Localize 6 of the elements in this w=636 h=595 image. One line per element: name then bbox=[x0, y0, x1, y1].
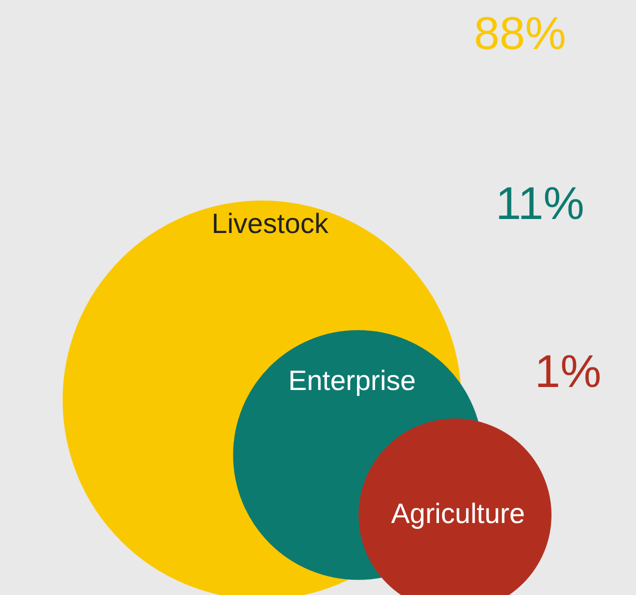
data-label: 88% bbox=[474, 7, 566, 59]
data-label: 1% bbox=[534, 345, 602, 397]
data-label: 11% bbox=[496, 177, 584, 229]
category-label: Livestock bbox=[212, 208, 330, 239]
category-label: Agriculture bbox=[391, 498, 525, 529]
category-label: Enterprise bbox=[288, 365, 416, 396]
